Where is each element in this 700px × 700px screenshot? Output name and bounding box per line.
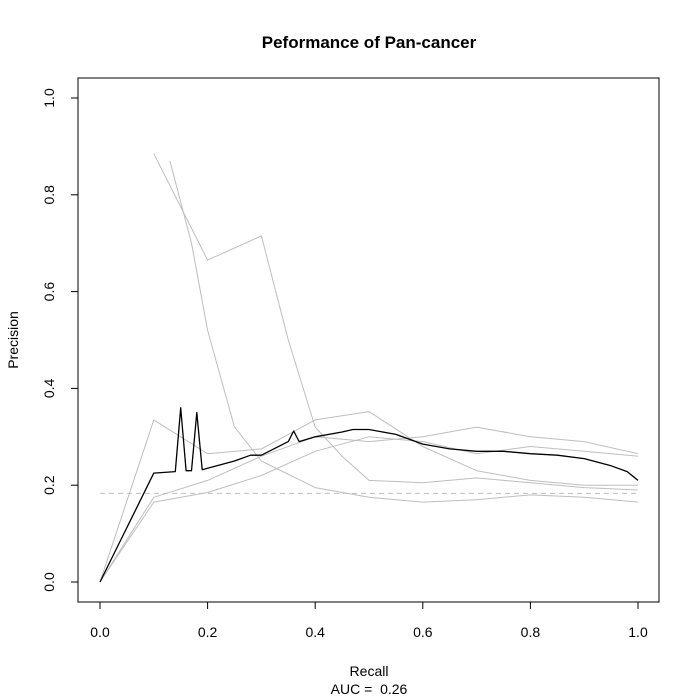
y-tick-label: 1.0 xyxy=(41,88,57,108)
y-axis-title: Precision xyxy=(5,311,21,369)
pr-curve-1 xyxy=(99,411,638,583)
y-tick-label: 0.8 xyxy=(41,185,57,205)
x-tick-label: 0.6 xyxy=(413,624,433,640)
x-tick-label: 0.0 xyxy=(90,624,110,640)
x-tick-label: 0.4 xyxy=(305,624,325,640)
auc-label: AUC = 0.26 xyxy=(331,681,408,697)
mean-pr-curve xyxy=(99,407,639,583)
y-tick-label: 0.4 xyxy=(41,378,57,398)
y-tick-label: 0.6 xyxy=(41,282,57,302)
pr-curve-3 xyxy=(99,426,639,583)
y-axis: 0.0 0.2 0.4 0.6 0.8 1.0 xyxy=(41,88,79,592)
x-axis-title: Recall xyxy=(350,663,389,679)
y-tick-label: 0.0 xyxy=(41,572,57,592)
x-tick-label: 1.0 xyxy=(628,624,648,640)
x-tick-label: 0.8 xyxy=(521,624,541,640)
plot-area xyxy=(99,153,639,583)
x-axis: 0.0 0.2 0.4 0.6 0.8 1.0 xyxy=(90,601,648,640)
plot-frame xyxy=(77,77,660,603)
pr-curve-4 xyxy=(169,160,639,503)
pr-curve-2 xyxy=(153,153,639,491)
y-tick-label: 0.2 xyxy=(41,475,57,495)
x-tick-label: 0.2 xyxy=(198,624,218,640)
chart-title: Peformance of Pan-cancer xyxy=(262,33,477,52)
pr-curve-5 xyxy=(99,436,639,583)
